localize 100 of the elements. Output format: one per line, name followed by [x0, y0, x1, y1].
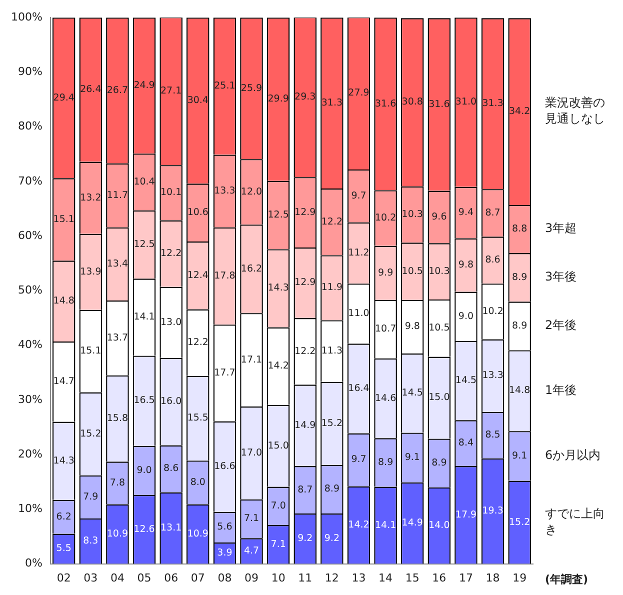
x-tick-label: 12: [324, 571, 339, 584]
data-label: 9.0: [458, 310, 474, 322]
data-label: 8.9: [432, 457, 447, 468]
data-label: 12.2: [160, 248, 182, 260]
x-tick-label: 06: [164, 571, 178, 584]
data-label: 29.9: [268, 94, 289, 105]
x-tick-label: 02: [56, 571, 71, 584]
data-label: 9.7: [351, 454, 366, 466]
data-label: 14.3: [53, 455, 74, 466]
data-label: 16.4: [348, 382, 370, 394]
x-axis-title: (年調査): [545, 572, 588, 586]
data-label: 25.1: [214, 80, 236, 92]
data-label: 31.3: [321, 98, 343, 109]
x-tick-label: 15: [405, 571, 420, 584]
x-tick-label: 13: [352, 571, 366, 584]
data-label: 10.9: [187, 528, 208, 540]
data-label: 26.7: [106, 84, 128, 96]
x-tick-label: 09: [244, 571, 259, 584]
y-tick-label: 40%: [18, 338, 42, 352]
data-label: 26.4: [80, 84, 102, 96]
data-label: 8.5: [485, 430, 500, 441]
data-label: 15.1: [53, 214, 74, 225]
data-label: 7.1: [244, 513, 260, 524]
data-label: 10.7: [374, 324, 396, 335]
data-label: 25.9: [240, 82, 262, 94]
data-label: 14.2: [348, 519, 370, 530]
data-label: 13.2: [80, 192, 102, 204]
data-label: 7.9: [83, 491, 98, 502]
data-label: 7.1: [270, 538, 286, 550]
x-tick-label: 03: [84, 571, 98, 584]
data-label: 14.2: [268, 360, 289, 372]
data-label: 30.4: [187, 95, 208, 106]
data-label: 12.2: [187, 337, 208, 348]
x-tick-label: 16: [432, 571, 446, 584]
y-tick-label: 30%: [18, 392, 42, 406]
data-label: 16.0: [160, 396, 182, 408]
y-tick-label: 10%: [18, 502, 42, 516]
data-label: 8.9: [512, 272, 528, 283]
x-tick-label: 05: [137, 571, 152, 584]
data-label: 17.8: [214, 270, 236, 282]
data-label: 17.1: [240, 354, 262, 366]
data-label: 11.9: [321, 282, 343, 294]
data-label: 8.9: [378, 456, 394, 468]
series-label: 3年超: [545, 221, 577, 236]
data-label: 27.1: [160, 86, 182, 97]
data-label: 14.9: [294, 420, 316, 431]
data-label: 9.1: [512, 450, 528, 462]
x-tick-label: 11: [298, 571, 312, 584]
data-label: 12.9: [294, 206, 316, 218]
data-label: 13.0: [160, 316, 182, 328]
data-label: 3.9: [217, 548, 232, 559]
data-label: 15.5: [187, 412, 208, 424]
data-label: 5.5: [56, 543, 72, 554]
y-tick-label: 60%: [18, 228, 42, 242]
data-label: 15.2: [509, 516, 530, 528]
data-label: 10.2: [374, 212, 396, 224]
data-label: 12.4: [187, 270, 208, 281]
data-label: 8.7: [298, 484, 313, 496]
data-label: 14.0: [428, 520, 450, 532]
data-label: 16.6: [214, 461, 236, 472]
data-label: 9.9: [378, 267, 394, 278]
data-label: 8.9: [324, 484, 340, 495]
series-label: 1年後: [545, 382, 577, 397]
y-tick-label: 20%: [18, 447, 42, 460]
data-label: 17.7: [214, 367, 236, 378]
data-label: 30.8: [402, 96, 423, 108]
data-label: 14.6: [374, 392, 396, 404]
series-label: 6か月以内: [545, 448, 601, 462]
y-tick-label: 70%: [18, 174, 42, 188]
data-label: 13.7: [106, 332, 128, 344]
x-tick-label: 14: [378, 571, 393, 584]
data-label: 14.9: [402, 518, 423, 529]
data-label: 10.5: [428, 322, 450, 334]
data-label: 13.3: [482, 370, 504, 382]
data-label: 29.4: [53, 92, 74, 104]
data-label: 14.1: [134, 312, 155, 323]
data-label: 16.2: [240, 263, 262, 274]
data-label: 9.2: [324, 533, 340, 544]
data-label: 13.3: [214, 185, 236, 196]
data-label: 8.9: [512, 320, 528, 332]
data-label: 13.9: [80, 266, 102, 278]
data-label: 8.0: [190, 476, 206, 488]
data-label: 14.1: [374, 520, 396, 531]
data-label: 15.1: [80, 346, 102, 357]
y-tick-label: 90%: [18, 65, 42, 78]
x-tick-label: 04: [110, 571, 124, 584]
data-label: 12.0: [240, 186, 262, 198]
data-label: 10.1: [160, 187, 182, 198]
data-label: 5.6: [217, 522, 232, 533]
data-label: 11.2: [348, 247, 370, 258]
y-tick-label: 80%: [18, 120, 42, 133]
data-label: 9.7: [351, 190, 366, 202]
data-label: 12.5: [134, 239, 155, 250]
data-label: 14.5: [402, 388, 423, 399]
x-tick-label: 08: [218, 571, 232, 584]
data-label: 8.6: [164, 463, 179, 474]
y-tick-label: 100%: [10, 10, 42, 24]
data-label: 15.2: [80, 428, 102, 440]
data-label: 14.7: [53, 376, 74, 388]
data-label: 8.7: [485, 207, 500, 218]
